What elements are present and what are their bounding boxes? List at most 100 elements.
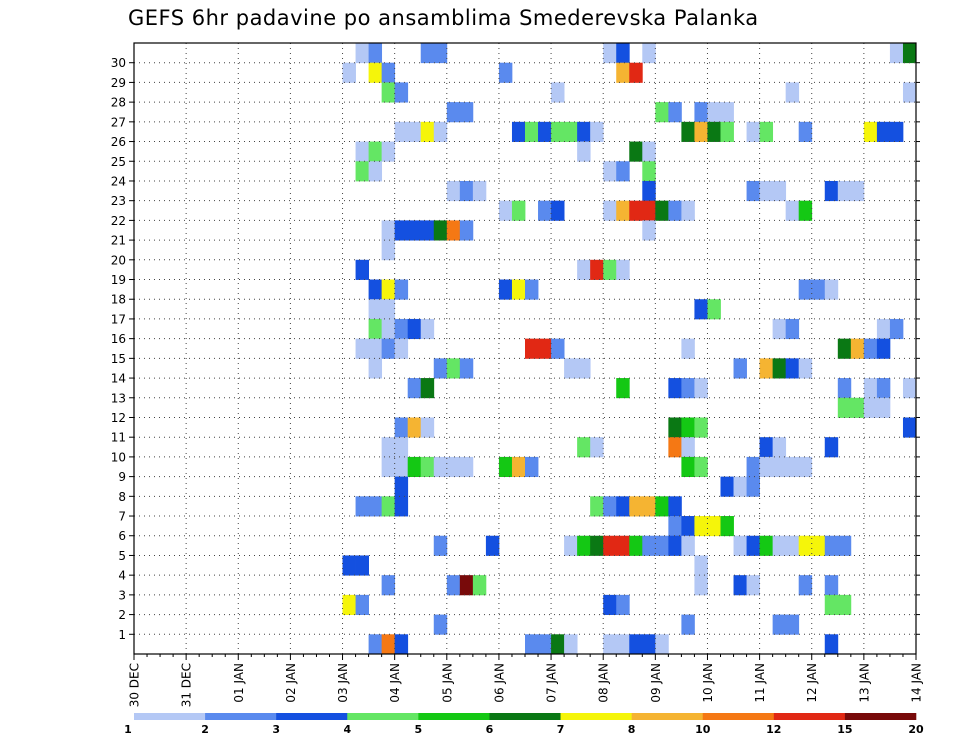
heatmap-cell — [681, 121, 695, 142]
heatmap-cell — [694, 575, 708, 596]
colorbar-label: 6 — [486, 723, 494, 736]
heatmap-cell — [577, 535, 591, 556]
x-tick-label: 31 DEC — [180, 663, 194, 707]
heatmap-cell — [381, 279, 396, 300]
heatmap-cell — [407, 456, 422, 478]
colorbar-swatch — [560, 713, 632, 720]
heatmap-cell — [863, 121, 878, 142]
heatmap-cell — [720, 516, 734, 537]
y-tick-label: 3 — [118, 588, 126, 602]
heatmap-cell — [381, 220, 396, 241]
heatmap-cell — [433, 614, 448, 635]
y-tick-label: 29 — [111, 76, 126, 90]
heatmap-cell — [603, 535, 617, 556]
heatmap-cell — [668, 200, 682, 221]
colorbar-swatch — [276, 713, 348, 720]
heatmap-cell — [707, 516, 721, 537]
colorbar-label: 4 — [343, 723, 351, 736]
y-tick-label: 14 — [111, 372, 126, 386]
heatmap-cell — [902, 43, 917, 64]
heatmap-cell — [446, 575, 461, 596]
heatmap-cell — [446, 220, 461, 241]
y-tick-label: 15 — [111, 352, 126, 366]
y-tick-label: 19 — [111, 273, 126, 287]
y-tick-label: 1 — [118, 628, 126, 642]
heatmap-cell — [511, 279, 526, 300]
heatmap-cell — [394, 456, 409, 478]
heatmap-cell — [538, 121, 552, 142]
heatmap-cell — [355, 496, 369, 517]
heatmap-cell — [459, 575, 474, 596]
heatmap-cell — [420, 378, 435, 399]
heatmap-cell — [707, 121, 721, 142]
colorbar-label: 5 — [415, 723, 423, 736]
heatmap-cell — [629, 634, 643, 655]
colorbar-legend: 1 2 3 4 5 6 7 8 10 12 15 20 — [124, 713, 924, 736]
heatmap-cell — [655, 535, 669, 556]
heatmap-cell — [707, 299, 721, 320]
grid-lines — [134, 43, 916, 654]
heatmap-cell — [772, 318, 787, 340]
heatmap-cell — [394, 121, 409, 142]
heatmap-cell — [772, 614, 787, 635]
heatmap-cell — [355, 338, 369, 359]
heatmap-cell — [446, 456, 461, 478]
heatmap-cell — [798, 535, 813, 556]
y-tick-label: 18 — [111, 293, 126, 307]
heatmap-cell — [616, 634, 630, 655]
heatmap-cell — [707, 102, 721, 123]
x-tick-label: 09 JAN — [649, 663, 663, 703]
x-axis: 30 DEC 31 DEC 01 JAN 02 JAN 03 JAN 04 JAN 05 J… — [128, 654, 924, 707]
heatmap-cell — [551, 338, 565, 359]
heatmap-cell — [564, 358, 578, 379]
heatmap-cell — [433, 456, 448, 478]
heatmap-cell — [564, 121, 578, 142]
heatmap-cell — [616, 496, 630, 517]
heatmap-cell — [759, 535, 774, 556]
heatmap-cell — [394, 634, 409, 655]
heatmap-cell — [798, 358, 813, 379]
heatmap-cell — [381, 437, 396, 458]
heatmap-cell — [446, 180, 461, 202]
heatmap-cell — [824, 535, 839, 556]
heatmap-cell — [720, 102, 734, 123]
heatmap-cell — [368, 141, 383, 162]
heatmap-cell — [590, 496, 604, 517]
heatmap-cell — [525, 338, 539, 359]
heatmap-cell — [824, 437, 839, 458]
heatmap-cell — [368, 299, 383, 320]
heatmap-cell — [394, 437, 409, 458]
heatmap-cell — [381, 62, 396, 83]
heatmap-cell — [837, 338, 852, 359]
heatmap-cell — [368, 43, 383, 64]
heatmap-cell — [511, 121, 526, 142]
heatmap-cell — [590, 121, 604, 142]
heatmap-cell — [889, 43, 904, 64]
heatmap-cell — [603, 200, 617, 221]
heatmap-cell — [433, 121, 448, 142]
heatmap-cell — [655, 634, 669, 655]
heatmap-cell — [629, 200, 643, 221]
heatmap-cell — [694, 378, 708, 399]
heatmap-cell — [603, 161, 617, 182]
heatmap-cell — [824, 279, 839, 300]
heatmap-cell — [785, 358, 800, 379]
colorbar-label: 10 — [695, 723, 711, 736]
heatmap-cell — [459, 220, 474, 241]
x-tick-label: 01 JAN — [232, 663, 246, 703]
heatmap-cell — [407, 378, 422, 399]
heatmap-cell — [381, 240, 396, 261]
heatmap-cell — [394, 279, 409, 300]
heatmap-cell — [355, 555, 369, 576]
heatmap-cell — [642, 141, 656, 162]
heatmap-cell — [381, 141, 396, 162]
heatmap-cell — [498, 200, 513, 221]
heatmap-cell — [642, 43, 656, 64]
heatmap-cell — [694, 456, 708, 478]
heatmap-cell — [629, 62, 643, 83]
y-tick-label: 9 — [118, 470, 126, 484]
heatmap-cell — [876, 378, 891, 399]
heatmap-cell — [759, 358, 774, 379]
heatmap-cell — [420, 121, 435, 142]
colorbar-swatch — [134, 713, 206, 720]
